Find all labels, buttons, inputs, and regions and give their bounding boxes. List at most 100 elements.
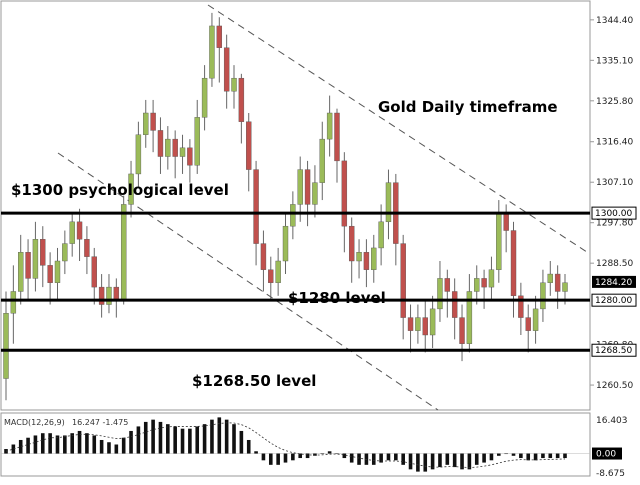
price-axis: 1344.40 1335.10 1325.80 1316.40 1307.10 1297.… (590, 16, 637, 391)
candle (187, 139, 193, 183)
candle-body (290, 204, 296, 227)
candle-body (253, 169, 259, 244)
macd-bar (48, 433, 52, 454)
candle (540, 269, 546, 322)
candle-body (422, 317, 428, 336)
candle-body (40, 239, 46, 266)
candle (422, 300, 428, 353)
macd-bar (327, 451, 332, 454)
macd-bar (504, 453, 508, 455)
candle-body (334, 112, 340, 162)
macd-zero-box: 0.00 (592, 447, 622, 460)
macd-bar (416, 453, 420, 472)
candle (385, 169, 392, 240)
macd-bar (497, 453, 501, 456)
candle (246, 113, 252, 192)
candle-body (275, 260, 281, 283)
candle (356, 239, 362, 279)
candle (18, 234, 24, 305)
candle (172, 130, 178, 179)
candle (363, 239, 370, 288)
macd-bar (268, 453, 273, 465)
macd-bar (55, 435, 60, 454)
candle-body (540, 282, 546, 310)
macd-bar (371, 453, 376, 465)
axis-tick-label: 1307.10 (596, 178, 633, 188)
macd-bar (430, 453, 435, 470)
candle (415, 304, 421, 344)
candle (150, 99, 156, 153)
macd-bar (63, 435, 67, 454)
macd-bar (394, 453, 398, 461)
candle (143, 99, 149, 148)
candle (312, 165, 318, 218)
macd-bar (217, 417, 222, 454)
candle-body (459, 317, 465, 344)
candle-body (407, 317, 414, 331)
candle (275, 247, 281, 296)
candle-body (201, 77, 208, 118)
candle (532, 295, 539, 344)
candle-body (238, 77, 245, 122)
candle (157, 117, 164, 174)
candle-body (216, 25, 223, 48)
candle-body (562, 282, 568, 292)
candle (223, 34, 230, 109)
macd-bar (423, 453, 428, 472)
macd-bar (33, 435, 38, 454)
candle (84, 226, 90, 275)
candle-body (84, 239, 90, 257)
macd-bar (239, 430, 244, 454)
candle-body (429, 308, 436, 336)
macd-bar (386, 453, 391, 461)
candle-body (246, 121, 252, 170)
candle-body (474, 278, 480, 292)
macd-bar (305, 453, 310, 459)
macd-indicator: 16.403 0.00 -8.675 (1, 416, 628, 479)
macd-bar (121, 437, 126, 454)
candle-body (385, 182, 392, 223)
candle-body (32, 239, 39, 279)
candle (444, 269, 451, 318)
candle (216, 17, 223, 83)
candle-body (98, 286, 105, 305)
axis-tick-label: 1344.40 (596, 16, 633, 26)
candle (106, 274, 112, 314)
axis-tick-label: 1325.80 (596, 97, 633, 107)
candle (429, 295, 436, 349)
macd-axis-label: 16.403 (596, 416, 628, 426)
macd-bar (166, 424, 170, 454)
candle-body (47, 265, 53, 283)
macd-bar (548, 453, 553, 459)
candle-body (187, 147, 193, 166)
candle-body (304, 169, 311, 205)
candle (179, 134, 186, 174)
candle (547, 261, 553, 296)
candle-body (503, 212, 509, 231)
candle (437, 261, 443, 322)
candle (62, 230, 68, 275)
candle-body (128, 173, 134, 205)
candle (400, 234, 406, 340)
macd-bar (445, 453, 450, 465)
candle-body (135, 134, 142, 175)
candle-body (231, 77, 237, 92)
macd-bar (349, 453, 354, 463)
macd-bar (143, 421, 148, 454)
candle (91, 247, 97, 305)
candle-body (91, 256, 97, 288)
candle-body (10, 291, 17, 314)
candle (165, 126, 171, 170)
level-price-label: 1280.00 (595, 296, 632, 306)
macd-bar (526, 453, 531, 461)
candle (201, 65, 208, 131)
candle (32, 221, 39, 292)
macd-bar (11, 444, 16, 454)
candle (47, 252, 53, 305)
annotation-1300: $1300 psychological level (11, 181, 229, 199)
candle-body (363, 252, 370, 270)
candle-body (113, 286, 120, 301)
macd-bar (92, 435, 97, 454)
candle-body (525, 317, 531, 331)
candle-body (341, 160, 348, 227)
